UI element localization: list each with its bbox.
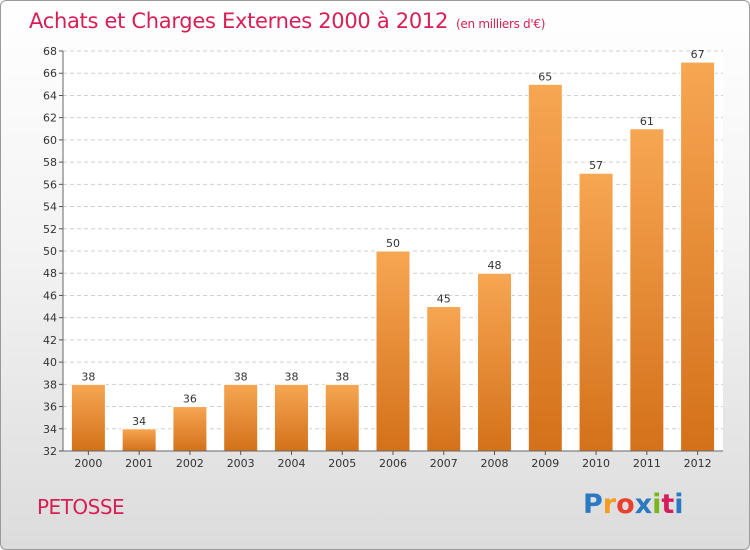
y-tick-label: 52 [43, 223, 57, 236]
bar [477, 272, 513, 452]
x-tick-label: 2006 [379, 457, 407, 470]
y-tick-label: 32 [43, 445, 57, 458]
y-tick-label: 40 [43, 356, 57, 369]
bar-value-label: 38 [234, 370, 248, 383]
logo-letter: o [616, 489, 635, 520]
y-tick-label: 56 [43, 178, 57, 191]
y-tick-label: 46 [43, 289, 57, 302]
y-tick-label: 38 [43, 378, 57, 391]
bar [70, 383, 106, 452]
y-tick-label: 50 [43, 245, 57, 258]
chart-title-text: Achats et Charges Externes 2000 à 2012 [29, 9, 449, 33]
y-tick-label: 42 [43, 334, 57, 347]
bar-value-label: 48 [488, 259, 502, 272]
y-tick-label: 58 [43, 156, 57, 169]
x-tick-label: 2010 [582, 457, 610, 470]
city-name: PETOSSE [37, 495, 125, 519]
bar [426, 306, 462, 452]
x-tick-label: 2007 [430, 457, 458, 470]
y-tick-label: 54 [43, 201, 57, 214]
bar-value-label: 38 [81, 370, 95, 383]
bar-value-label: 34 [132, 415, 146, 428]
x-tick-label: 2003 [227, 457, 255, 470]
x-tick-label: 2002 [176, 457, 204, 470]
y-tick-label: 60 [43, 134, 57, 147]
bar-value-label: 57 [589, 159, 603, 172]
x-tick-label: 2001 [125, 457, 153, 470]
x-tick-label: 2004 [277, 457, 305, 470]
y-tick-label: 66 [43, 67, 57, 80]
bar [375, 250, 411, 452]
y-tick-label: 64 [43, 89, 57, 102]
bar [629, 128, 665, 452]
logo-letter: t [661, 489, 675, 520]
x-tick-label: 2011 [633, 457, 661, 470]
bar [273, 383, 309, 452]
bar-value-label: 61 [640, 115, 654, 128]
chart-subtitle: (en milliers d'€) [456, 17, 546, 31]
x-tick-label: 2000 [74, 457, 102, 470]
y-tick-label: 34 [43, 423, 57, 436]
logo-letter: i [652, 489, 662, 520]
bar-value-label: 38 [335, 370, 349, 383]
y-tick-label: 62 [43, 112, 57, 125]
x-tick-label: 2008 [481, 457, 509, 470]
bar-value-label: 38 [284, 370, 298, 383]
logo-letter: x [634, 489, 653, 520]
axes: 32 34 36 38 40 42 44 46 48 50 52 54 56 58 60 62 64 66 68 20… [43, 45, 723, 470]
bar [324, 383, 360, 452]
bar [223, 383, 259, 452]
bar [527, 83, 563, 452]
logo-letter: r [602, 489, 617, 520]
bar [680, 61, 716, 452]
x-tick-label: 2009 [531, 457, 559, 470]
bar-value-label: 50 [386, 237, 400, 250]
x-tick-label: 2012 [684, 457, 712, 470]
bar-value-label: 45 [437, 293, 451, 306]
y-tick-label: 36 [43, 401, 57, 414]
bar-value-label: 65 [538, 70, 552, 83]
bar [121, 428, 157, 452]
proxiti-logo: Proxiti [583, 489, 684, 520]
bar-value-label: 67 [691, 48, 705, 61]
logo-letter: P [583, 489, 603, 520]
bar-value-label: 36 [183, 393, 197, 406]
bar [172, 406, 208, 452]
y-tick-label: 48 [43, 267, 57, 280]
logo-letter: i [674, 489, 684, 520]
x-tick-label: 2005 [328, 457, 356, 470]
y-tick-label: 44 [43, 312, 57, 325]
chart-title: Achats et Charges Externes 2000 à 2012 (e… [29, 9, 545, 33]
y-tick-label: 68 [43, 45, 57, 58]
bar [578, 172, 614, 452]
